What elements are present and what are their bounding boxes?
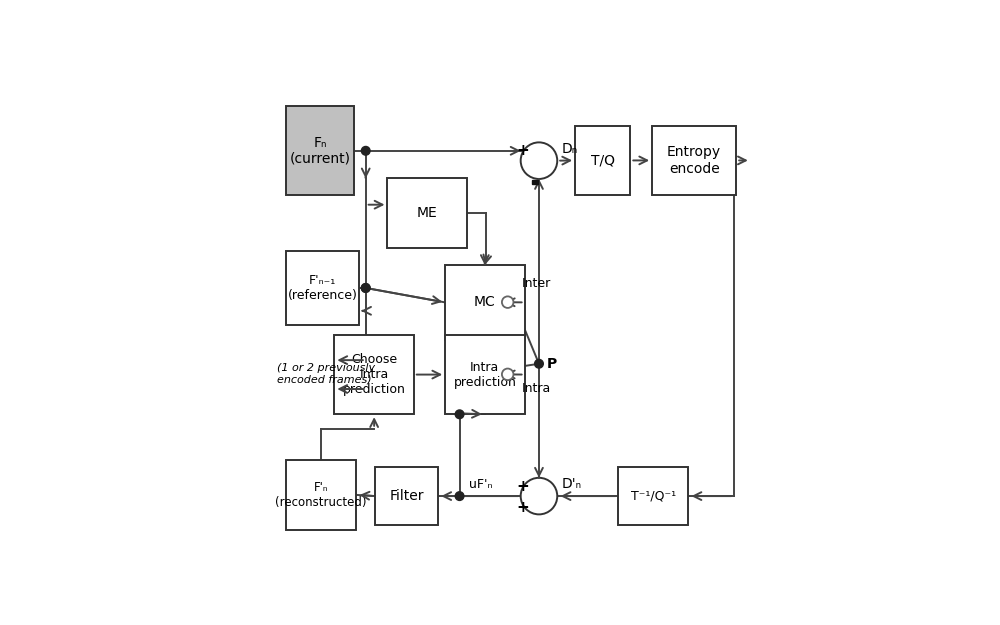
Circle shape	[535, 359, 543, 368]
Text: ME: ME	[417, 206, 437, 221]
Text: P: P	[547, 357, 557, 371]
Circle shape	[455, 410, 464, 419]
Circle shape	[361, 284, 370, 292]
Circle shape	[521, 142, 557, 179]
Circle shape	[502, 296, 513, 308]
Circle shape	[521, 478, 557, 514]
Text: Dₙ: Dₙ	[562, 142, 578, 156]
FancyBboxPatch shape	[575, 126, 630, 195]
FancyBboxPatch shape	[618, 468, 688, 525]
Text: T/Q: T/Q	[591, 153, 615, 168]
Text: +: +	[516, 500, 529, 515]
Text: D'ₙ: D'ₙ	[562, 477, 582, 491]
FancyBboxPatch shape	[445, 335, 525, 414]
FancyBboxPatch shape	[387, 179, 467, 248]
Text: F'ₙ
(reconstructed): F'ₙ (reconstructed)	[275, 481, 367, 509]
Text: Intra: Intra	[522, 382, 551, 395]
Circle shape	[502, 369, 513, 380]
FancyBboxPatch shape	[286, 251, 359, 325]
FancyBboxPatch shape	[334, 335, 414, 414]
FancyBboxPatch shape	[375, 468, 438, 525]
Bar	[532, 180, 538, 184]
Circle shape	[361, 284, 370, 292]
Text: (1 or 2 previously
encoded frames): (1 or 2 previously encoded frames)	[277, 362, 375, 384]
Text: Choose
Intra
prediction: Choose Intra prediction	[343, 353, 406, 396]
Circle shape	[361, 146, 370, 155]
FancyBboxPatch shape	[652, 126, 736, 195]
Text: T⁻¹/Q⁻¹: T⁻¹/Q⁻¹	[631, 489, 676, 502]
Text: F'ₙ₋₁
(reference): F'ₙ₋₁ (reference)	[287, 274, 357, 302]
Text: Fₙ
(current): Fₙ (current)	[290, 136, 351, 166]
Text: uF'ₙ: uF'ₙ	[469, 478, 493, 491]
Text: Entropy
encode: Entropy encode	[667, 146, 721, 176]
Text: +: +	[516, 143, 529, 158]
FancyBboxPatch shape	[286, 106, 354, 195]
Text: MC: MC	[474, 296, 496, 309]
Text: +: +	[516, 479, 529, 494]
Text: Inter: Inter	[522, 278, 551, 291]
FancyBboxPatch shape	[445, 265, 525, 340]
Text: Intra
prediction: Intra prediction	[453, 361, 516, 389]
Text: Filter: Filter	[389, 489, 424, 503]
Circle shape	[455, 492, 464, 501]
FancyBboxPatch shape	[286, 460, 356, 530]
